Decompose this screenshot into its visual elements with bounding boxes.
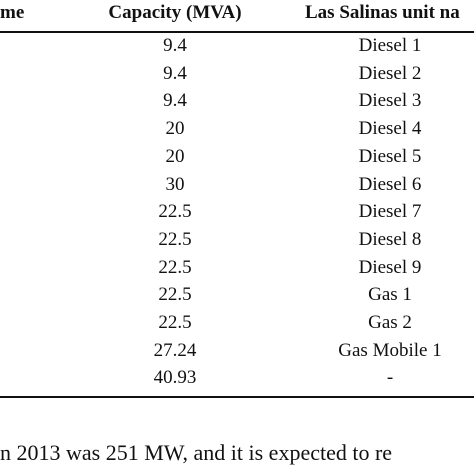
unit-name-cell: Diesel 7: [358, 201, 422, 223]
capacity-cell: 30: [165, 173, 185, 195]
unit-name-cell: Diesel 6: [358, 173, 422, 195]
capacity-cell: 27.24: [153, 339, 197, 361]
capacity-cell: 22.5: [158, 201, 192, 223]
capacity-cell: 20: [165, 118, 185, 140]
bottom-rule: [0, 396, 474, 398]
capacity-cell: 22.5: [158, 312, 192, 333]
unit-name-cell: Gas 1: [368, 284, 412, 306]
unit-name-cell: Diesel 8: [358, 228, 422, 250]
body-text: n 2013 was 251 MW, and it is expected to…: [0, 440, 393, 465]
capacity-cell: 22.5: [158, 228, 192, 250]
unit-name-cell: -: [386, 367, 394, 389]
capacity-cell: 9.4: [163, 35, 187, 56]
header-cell: Las Salinas unit na: [305, 2, 460, 23]
unit-name-cell: Diesel 1: [358, 35, 422, 56]
unit-name-cell: Diesel 3: [358, 90, 422, 112]
unit-name-cell: Diesel 9: [358, 256, 422, 278]
capacity-cell: 9.4: [163, 62, 187, 84]
unit-name-cell: Diesel 5: [358, 145, 422, 167]
unit-name-cell: Gas 2: [368, 312, 412, 333]
header-cell: me: [0, 2, 25, 23]
unit-name-cell: Diesel 2: [358, 62, 422, 84]
header-rule: [0, 31, 474, 33]
capacity-cell: 22.5: [158, 256, 192, 278]
capacity-cell: 40.93: [153, 367, 197, 389]
unit-name-cell: Diesel 4: [358, 118, 422, 140]
header-cell: Capacity (MVA): [108, 2, 242, 23]
capacity-cell: 20: [165, 145, 185, 167]
capacity-cell: 9.4: [163, 90, 187, 112]
unit-name-cell: Gas Mobile 1: [338, 339, 442, 361]
capacity-cell: 22.5: [158, 284, 192, 306]
